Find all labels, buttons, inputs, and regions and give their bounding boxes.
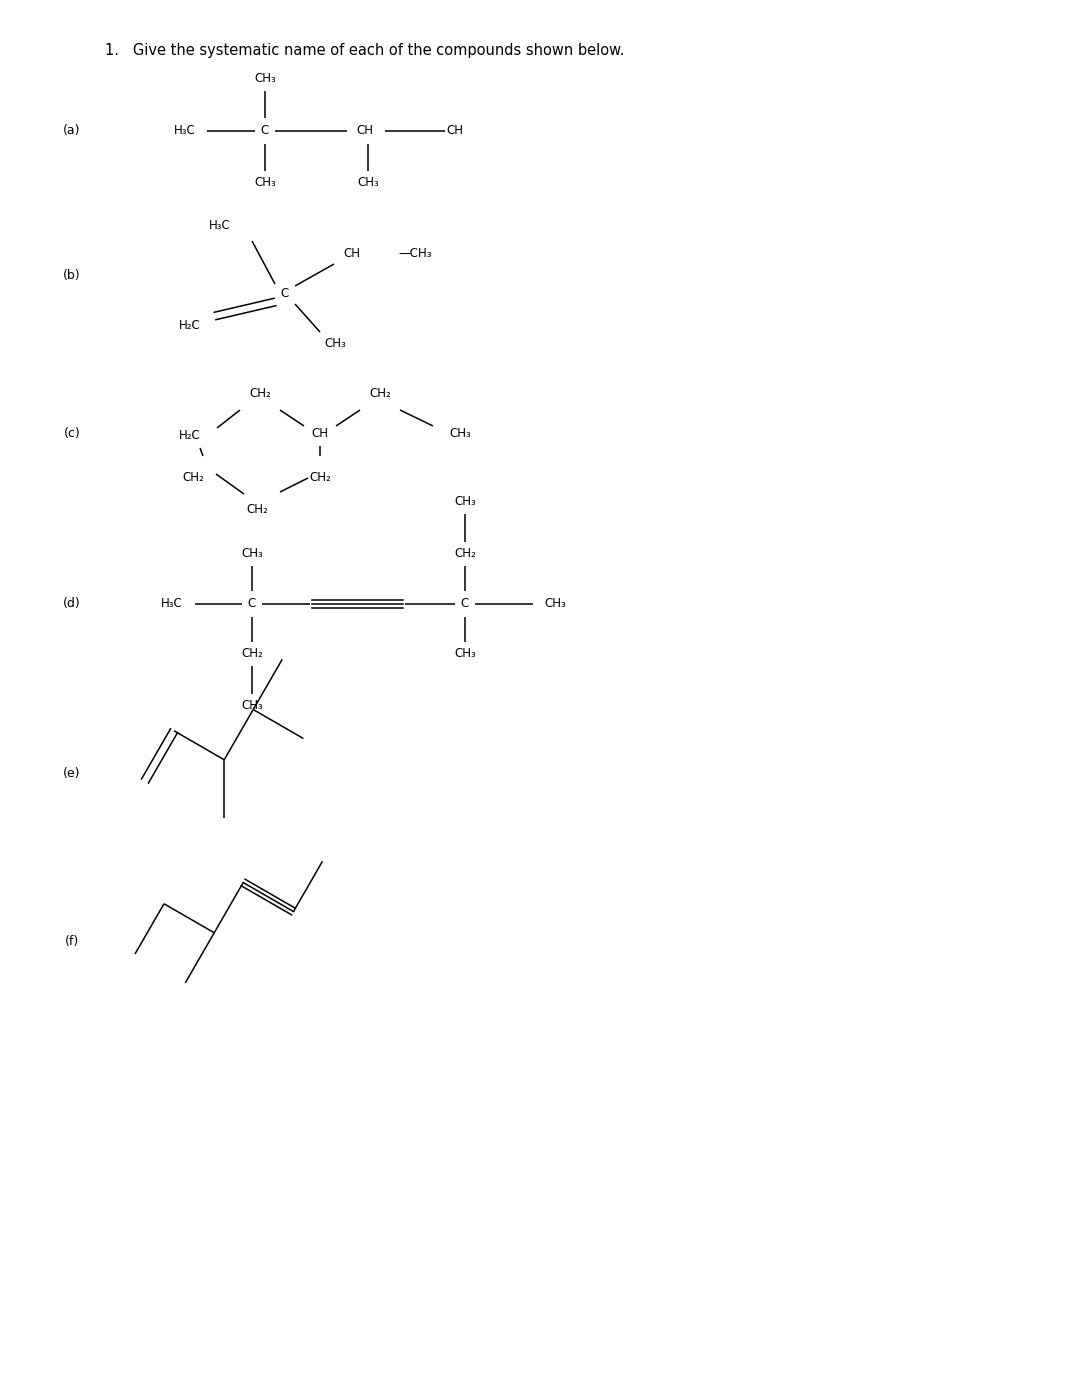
- Text: C: C: [461, 597, 469, 610]
- Text: CH₂: CH₂: [249, 388, 271, 401]
- Text: C: C: [248, 597, 256, 610]
- Text: CH₂: CH₂: [309, 471, 331, 485]
- Text: CH₃: CH₃: [254, 176, 276, 190]
- Text: C: C: [261, 125, 269, 137]
- Text: CH₃: CH₃: [454, 496, 476, 509]
- Text: CH₃: CH₃: [357, 176, 379, 190]
- Text: CH: CH: [356, 125, 374, 137]
- Text: (a): (a): [63, 125, 81, 137]
- Text: CH₃: CH₃: [254, 72, 276, 86]
- Text: H₃C: H₃C: [174, 125, 196, 137]
- Text: CH₃: CH₃: [325, 338, 346, 351]
- Text: 1.   Give the systematic name of each of the compounds shown below.: 1. Give the systematic name of each of t…: [105, 43, 624, 58]
- Text: H₃C: H₃C: [209, 219, 231, 233]
- Text: CH₂: CH₂: [454, 547, 476, 560]
- Text: CH₂: CH₂: [246, 503, 268, 517]
- Text: CH₃: CH₃: [454, 647, 476, 661]
- Text: CH₂: CH₂: [241, 647, 262, 661]
- Text: C: C: [281, 287, 289, 301]
- Text: CH₂: CH₂: [182, 471, 204, 485]
- Text: CH: CH: [446, 125, 464, 137]
- Text: CH₂: CH₂: [369, 388, 391, 401]
- Text: (b): (b): [63, 269, 81, 283]
- Text: (d): (d): [63, 597, 81, 610]
- Text: H₂C: H₂C: [179, 430, 200, 442]
- Text: (e): (e): [63, 768, 81, 780]
- Text: H₂C: H₂C: [179, 320, 200, 333]
- Text: CH₃: CH₃: [544, 597, 566, 610]
- Text: CH₃: CH₃: [241, 547, 262, 560]
- Text: (c): (c): [63, 427, 81, 441]
- Text: CH: CH: [311, 427, 329, 441]
- Text: H₃C: H₃C: [161, 597, 183, 610]
- Text: CH₃: CH₃: [241, 700, 262, 712]
- Text: CH₃: CH₃: [449, 427, 470, 441]
- Text: CH: CH: [343, 248, 360, 261]
- Text: —CH₃: —CH₃: [399, 248, 431, 261]
- Text: (f): (f): [65, 934, 79, 948]
